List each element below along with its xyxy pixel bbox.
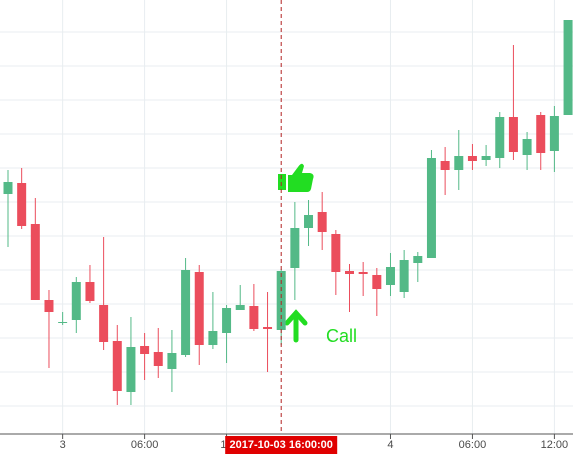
- candle-body: [99, 305, 109, 342]
- candle-body: [263, 327, 273, 329]
- candle-body: [304, 215, 314, 228]
- candle-body: [345, 271, 354, 274]
- candle-body: [317, 212, 327, 232]
- candle-body: [222, 308, 232, 333]
- candle-body: [522, 139, 532, 155]
- crosshair-label-bg: [225, 436, 338, 454]
- candle-body: [112, 341, 122, 391]
- candle-body: [181, 270, 191, 355]
- candle-body: [372, 275, 382, 289]
- candle-body: [290, 228, 300, 268]
- candle-body: [399, 260, 409, 292]
- candle-body: [481, 156, 491, 160]
- candle-body: [276, 271, 286, 330]
- candle-body: [563, 20, 573, 115]
- candle-body: [536, 115, 546, 153]
- candle-body: [454, 156, 464, 170]
- candle-body: [508, 117, 518, 152]
- candle-body: [140, 346, 150, 354]
- crosshair-label: 2017-10-03 16:00:00: [230, 439, 333, 451]
- x-tick-label: 12:00: [541, 439, 569, 451]
- candle-body: [426, 158, 436, 258]
- x-tick-label: 4: [387, 439, 393, 451]
- candle-body: [467, 156, 477, 161]
- candle-body: [440, 161, 450, 170]
- candle-body: [85, 282, 95, 301]
- candle-body: [58, 322, 68, 323]
- candle-body: [126, 347, 136, 392]
- candle-body: [30, 224, 40, 300]
- candle-body: [71, 282, 81, 320]
- candle-body: [413, 256, 423, 263]
- annotation: Call: [326, 326, 357, 346]
- candle-body: [17, 183, 27, 226]
- candle-body: [3, 182, 13, 194]
- candle-body: [549, 116, 559, 151]
- candle-body: [331, 234, 341, 272]
- candle-body: [208, 331, 218, 345]
- candle-body: [495, 117, 505, 158]
- x-tick-label: 3: [60, 439, 66, 451]
- call-arrow: [284, 309, 308, 343]
- candle-body: [167, 353, 177, 369]
- candle-body: [44, 300, 54, 312]
- x-tick-label: 06:00: [459, 439, 487, 451]
- candle-body: [249, 306, 259, 329]
- candle-body: [153, 352, 163, 366]
- candle-body: [385, 267, 395, 285]
- candle-body: [235, 305, 245, 310]
- candle-body: [358, 272, 368, 274]
- thumbs-up-icon: [278, 163, 314, 192]
- x-tick-label: 06:00: [131, 439, 159, 451]
- candle-body: [194, 272, 204, 345]
